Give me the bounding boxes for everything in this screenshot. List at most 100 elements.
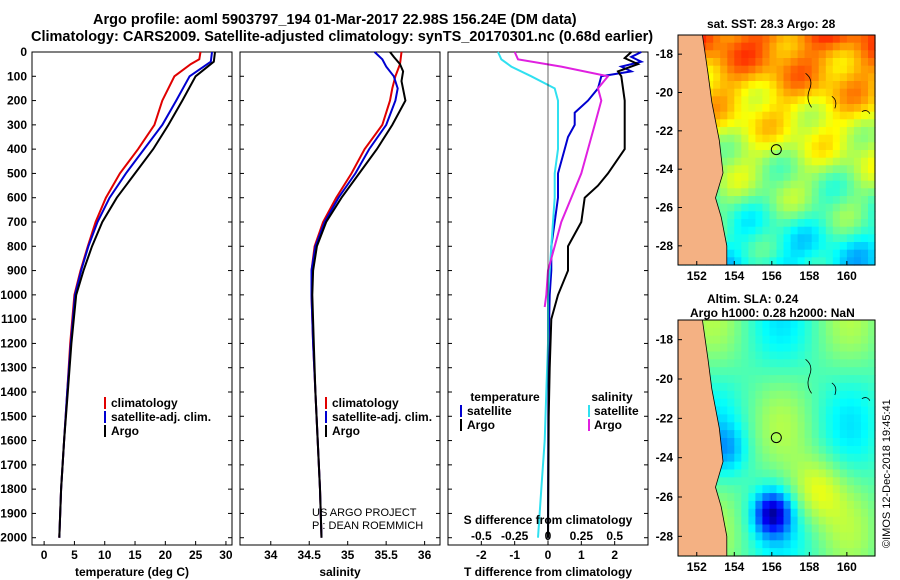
sst_map-cell [720, 88, 728, 97]
sla_map-cell [734, 508, 742, 518]
sst_map-cell [783, 219, 792, 228]
diff-top-tick-label: -0.25 [501, 529, 529, 543]
sst_map-cell [741, 180, 749, 189]
watermark: ©IMOS 12-Dec-2018 19:45:41 [881, 399, 893, 548]
diff-legend-temp-label: satellite [467, 404, 512, 418]
sla_map-cell [748, 320, 756, 329]
sst_map-cell [818, 234, 827, 243]
sst_map-cell [853, 188, 862, 197]
sla_map-cell [734, 367, 742, 376]
sla_map-cell [818, 343, 827, 353]
sst_map-cell [727, 104, 735, 113]
sla_map-cell [868, 327, 876, 337]
sla_map-cell [825, 422, 834, 431]
sla_map-cell [846, 327, 855, 337]
sst_map-cell [741, 73, 749, 82]
sla_map-cell [797, 548, 806, 557]
sla_map-cell [727, 320, 735, 329]
sla_map-cell [797, 398, 806, 408]
diff-series-s-argo [513, 51, 610, 308]
sla_map-cell [853, 327, 862, 337]
sst_map-cell [783, 165, 792, 174]
sla_map-cell [706, 335, 714, 345]
sla_map-cell [790, 477, 799, 486]
sla_map-cell [825, 469, 834, 478]
sst_map-cell [846, 58, 855, 67]
sla_map-cell [755, 351, 763, 360]
sla_map-cell [769, 430, 778, 439]
sla_map-cell [797, 343, 806, 353]
sla_map-cell [762, 327, 770, 337]
sla_map-cell [790, 493, 799, 502]
temp-series-satellite-adj--clim- [58, 51, 213, 538]
sst_map-cell [832, 165, 841, 174]
sla_map-cell [839, 438, 848, 447]
sla_map-cell [825, 327, 834, 337]
sst_map-cell [776, 180, 785, 189]
sst_map-cell [741, 249, 749, 258]
sla_map-cell [832, 508, 841, 518]
sla_map-cell [755, 516, 763, 526]
sla_map-cell [748, 453, 756, 463]
sst_map-cell [741, 211, 749, 220]
sla_map-cell [832, 516, 841, 526]
sst_map-profile-marker [770, 144, 782, 156]
sst_map-cell [825, 211, 834, 220]
sla_map-cell [818, 335, 827, 345]
sal-plot-frame [239, 51, 441, 546]
sla_map-cell [832, 422, 841, 431]
sla_map-cell [769, 343, 778, 353]
sla_map-cell [741, 540, 749, 549]
sla_map-cell [776, 500, 785, 510]
sla_map-cell [846, 532, 855, 541]
sla_map-cell [839, 532, 848, 541]
sst_map-cell [860, 234, 869, 243]
sst_map-cell [797, 180, 806, 189]
depth-tick-label: 1700 [0, 458, 27, 472]
depth-tick-label: 1600 [0, 434, 27, 448]
sst_map-cell [818, 134, 827, 143]
sst_map-cell [706, 58, 714, 67]
sst_map-cell [741, 173, 749, 182]
sla_map-cell [720, 406, 728, 415]
sst_map-cell [734, 219, 742, 228]
sla_map-cell [776, 359, 785, 368]
sla_map-cell [832, 548, 841, 557]
sst_map-cell [727, 111, 735, 120]
sla_map-cell [868, 430, 876, 439]
sst_map-cell [868, 58, 876, 67]
sst_map-cell [839, 81, 848, 90]
sla_map-cell [748, 351, 756, 360]
depth-tick-label: 200 [7, 94, 27, 108]
sst_map-cell [783, 257, 792, 266]
sla_map-cell [748, 375, 756, 384]
sla_map-cell [727, 430, 735, 439]
sst_map-cell [769, 88, 778, 97]
sla_map-cell [727, 548, 735, 557]
sst_map-cell [713, 65, 721, 74]
sla_map-cell [727, 516, 735, 526]
sla_map-cell [846, 382, 855, 392]
sst_map-cell [846, 88, 855, 97]
sla_map-cell [727, 351, 735, 360]
sla_map-cell [846, 500, 855, 510]
sst_map-cell [783, 81, 792, 90]
sst_map-cell [860, 249, 869, 258]
sla_map-cell [868, 516, 876, 526]
sst_map-cell [804, 81, 813, 90]
sst_map-cell [804, 127, 813, 136]
sst_map-cell [846, 157, 855, 166]
sla_map-cell [832, 524, 841, 533]
sla_map-cell [846, 469, 855, 478]
sst_map-cell [868, 127, 876, 136]
sla_map-cell [832, 540, 841, 549]
sst_map-cell [762, 165, 770, 174]
sst_map-cell [790, 73, 799, 82]
sla_map-cell [853, 430, 862, 439]
sst_map-cell [797, 242, 806, 251]
sst_map-cell [713, 104, 721, 113]
sla_map-cell [769, 382, 778, 392]
sla_map-cell [727, 327, 735, 337]
sla_map-cell [734, 343, 742, 353]
